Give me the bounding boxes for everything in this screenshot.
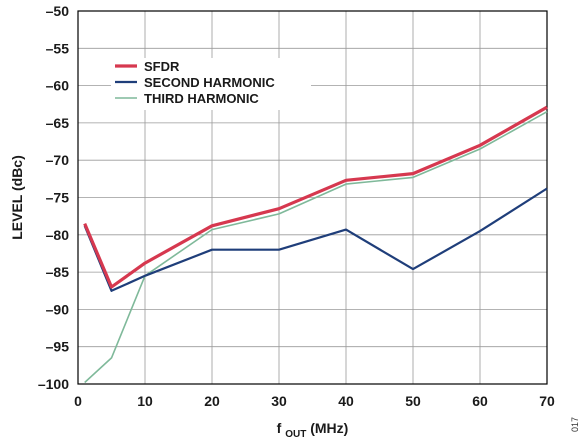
- x-axis-title: f OUT (MHz): [277, 420, 349, 440]
- tick-labels: –50 –55 –60 –65 –70 –75 –80 –85 –90 –95 –100 0 10 20 3…: [38, 3, 555, 409]
- x-tick-label: 0: [74, 393, 82, 409]
- x-tick-label: 50: [405, 393, 421, 409]
- y-tick-label: –85: [46, 264, 70, 280]
- y-tick-label: –70: [46, 152, 70, 168]
- plot-frame: [77, 10, 548, 385]
- x-tick-label: 30: [271, 393, 287, 409]
- legend-label-second-harmonic: SECOND HARMONIC: [144, 75, 275, 90]
- x-tick-label: 70: [539, 393, 555, 409]
- series-line-third-harmonic: [84, 111, 548, 384]
- y-axis-title: LEVEL (dBc): [9, 155, 25, 240]
- legend-background: [111, 58, 311, 110]
- figure-code: 017: [570, 417, 580, 432]
- legend-label-third-harmonic: THIRD HARMONIC: [144, 91, 259, 106]
- x-tick-label: 10: [137, 393, 153, 409]
- x-axis-title-subscript: OUT: [285, 429, 306, 440]
- y-tick-label: –95: [46, 339, 70, 355]
- y-tick-label: –80: [46, 227, 70, 243]
- y-tick-label: –100: [38, 376, 69, 392]
- x-tick-label: 20: [204, 393, 220, 409]
- y-tick-label: –55: [46, 40, 70, 56]
- x-axis-title-unit: (MHz): [310, 420, 348, 436]
- legend-label-sfdr: SFDR: [144, 59, 180, 74]
- series-lines: [83, 105, 548, 384]
- grid: [78, 11, 547, 384]
- y-tick-label: –75: [46, 190, 70, 206]
- y-tick-label: –65: [46, 115, 70, 131]
- x-axis-title-main: f: [277, 420, 282, 436]
- x-tick-label: 60: [472, 393, 488, 409]
- x-tick-label: 40: [338, 393, 354, 409]
- series-line-second-harmonic: [83, 187, 548, 292]
- y-tick-label: –50: [46, 3, 70, 19]
- series-line-sfdr: [83, 105, 548, 289]
- y-tick-label: –60: [46, 78, 70, 94]
- y-tick-label: –90: [46, 301, 70, 317]
